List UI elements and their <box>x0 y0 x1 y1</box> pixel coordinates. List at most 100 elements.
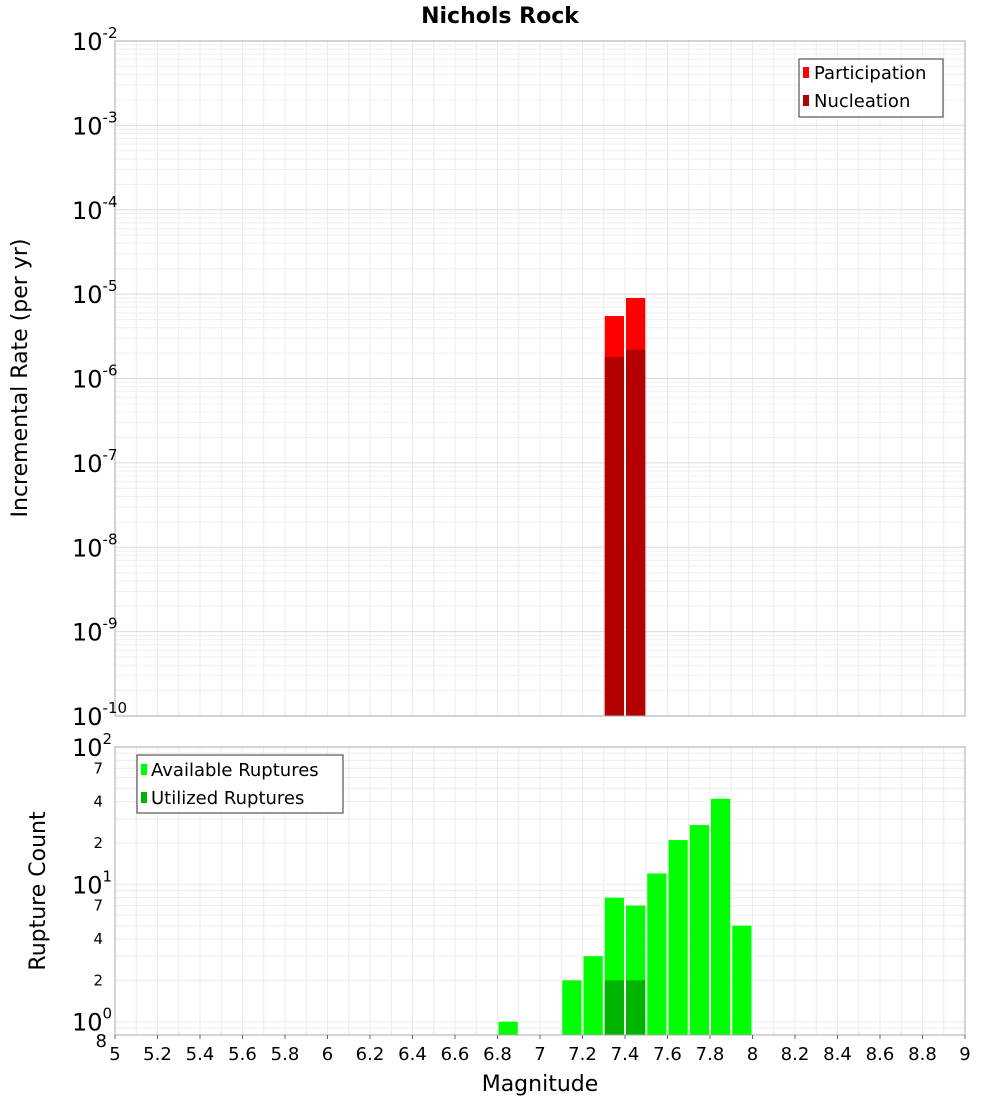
available-ruptures-bar <box>647 873 667 1035</box>
legend-swatch-available <box>141 764 147 775</box>
y-tick-base: 10 <box>72 703 103 731</box>
y-tick-base: 10 <box>72 281 103 309</box>
available-ruptures-bar <box>498 1021 518 1035</box>
top-legend: Participation Nucleation <box>798 58 944 118</box>
y-tick-base: 10 <box>72 366 103 394</box>
y-tick-label: 10-3 <box>72 108 118 140</box>
top-y-ticks: 10-210-310-410-510-610-710-810-910-10 <box>72 24 127 731</box>
top-y-axis-label: Incremental Rate (per yr) <box>8 239 33 518</box>
y-tick-label: 10-8 <box>72 530 118 562</box>
y-tick-label: 10-7 <box>72 446 118 478</box>
bottom-legend: Available Ruptures Utilized Ruptures <box>136 754 344 814</box>
y-tick-label: 10-5 <box>72 277 118 309</box>
bottom-bars <box>498 798 752 1035</box>
y-tick-exponent: -6 <box>103 362 118 380</box>
available-ruptures-bar <box>583 956 603 1035</box>
x-tick-label: 6.2 <box>356 1044 385 1065</box>
y-minor-tick-label: 8 <box>96 1031 107 1052</box>
y-tick-label: 10-10 <box>72 699 127 731</box>
x-tick-label: 6 <box>322 1044 333 1065</box>
top-grid <box>114 41 966 717</box>
legend-label-nucleation: Nucleation <box>814 91 910 112</box>
y-tick-label: 102 <box>72 730 112 762</box>
y-tick-base: 10 <box>72 450 103 478</box>
y-tick-exponent: -9 <box>103 615 118 633</box>
x-tick-label: 8.2 <box>781 1044 810 1065</box>
x-tick-label: 8.8 <box>908 1044 937 1065</box>
x-tick-label: 8.4 <box>823 1044 852 1065</box>
y-tick-label: 10-2 <box>72 24 118 56</box>
legend-label-utilized: Utilized Ruptures <box>151 788 304 809</box>
available-ruptures-bar <box>562 980 582 1035</box>
legend-swatch-utilized <box>141 792 147 803</box>
x-tick-label: 7 <box>534 1044 545 1065</box>
y-tick-exponent: 1 <box>103 867 113 885</box>
y-tick-label: 101 <box>72 867 112 899</box>
y-tick-exponent: -4 <box>103 193 118 211</box>
y-tick-base: 10 <box>72 871 103 899</box>
nucleation-bar <box>626 349 646 716</box>
legend-swatch-participation <box>803 67 809 78</box>
bottom-legend-box <box>136 754 344 814</box>
y-tick-label: 100 <box>72 1005 112 1037</box>
y-tick-base: 10 <box>72 28 103 56</box>
y-tick-exponent: -7 <box>103 446 118 464</box>
x-tick-label: 6.4 <box>398 1044 427 1065</box>
bottom-y-axis-label: Rupture Count <box>26 811 51 971</box>
x-tick-label: 6.6 <box>441 1044 470 1065</box>
x-ticks: 5 5.2 5.4 5.6 5.8 6 6.2 6.4 6.6 6.8 7 7.2 7.4 7.6 7.8 8… <box>109 1035 971 1065</box>
y-tick-base: 10 <box>72 197 103 225</box>
available-ruptures-bar <box>668 840 688 1035</box>
y-tick-exponent: -3 <box>103 108 118 126</box>
y-minor-tick-label: 2 <box>93 971 103 989</box>
y-minor-tick-label: 7 <box>93 759 103 777</box>
y-tick-base: 10 <box>72 619 103 647</box>
y-tick-base: 10 <box>72 1009 103 1037</box>
y-tick-exponent: -2 <box>103 24 118 42</box>
x-tick-label: 7.4 <box>611 1044 640 1065</box>
y-tick-exponent: -10 <box>103 699 128 717</box>
x-tick-label: 5.8 <box>271 1044 300 1065</box>
x-tick-label: 5.6 <box>228 1044 257 1065</box>
x-tick-label: 7.6 <box>653 1044 682 1065</box>
utilized-ruptures-bar <box>604 980 624 1035</box>
nucleation-bar <box>604 356 624 716</box>
top-plot-frame <box>114 40 966 717</box>
y-tick-exponent: -8 <box>103 530 118 548</box>
x-tick-label: 5.4 <box>186 1044 215 1065</box>
y-tick-base: 10 <box>72 734 103 762</box>
x-tick-label: 5 <box>109 1044 120 1065</box>
x-tick-label: 8 <box>747 1044 758 1065</box>
available-ruptures-bar <box>689 825 709 1035</box>
y-tick-base: 10 <box>72 534 103 562</box>
y-tick-exponent: -5 <box>103 277 118 295</box>
y-tick-label: 10-6 <box>72 362 118 394</box>
x-tick-label: 6.8 <box>483 1044 512 1065</box>
top-bars <box>604 297 646 716</box>
y-minor-tick-label: 4 <box>93 793 103 811</box>
y-minor-tick-label: 2 <box>93 834 103 852</box>
x-tick-label: 8.6 <box>866 1044 895 1065</box>
y-tick-exponent: 2 <box>103 730 113 748</box>
chart-title: Nichols Rock <box>421 4 580 29</box>
available-ruptures-bar <box>732 925 752 1035</box>
legend-label-participation: Participation <box>814 63 926 84</box>
legend-label-available: Available Ruptures <box>151 760 319 781</box>
y-tick-base: 10 <box>72 112 103 140</box>
x-axis-label: Magnitude <box>482 1072 599 1097</box>
x-tick-label: 7.2 <box>568 1044 597 1065</box>
legend-swatch-nucleation <box>803 95 809 106</box>
x-tick-label: 7.8 <box>696 1044 725 1065</box>
x-tick-label: 9 <box>959 1044 970 1065</box>
y-tick-exponent: 0 <box>103 1005 113 1023</box>
bottom-grid <box>114 746 966 1036</box>
utilized-ruptures-bar <box>626 980 646 1035</box>
top-legend-box <box>798 58 944 118</box>
x-tick-label: 5.2 <box>143 1044 172 1065</box>
available-ruptures-bar <box>711 798 731 1035</box>
y-minor-tick-label: 4 <box>93 930 103 948</box>
y-minor-tick-label: 7 <box>93 897 103 915</box>
y-tick-label: 10-9 <box>72 615 118 647</box>
